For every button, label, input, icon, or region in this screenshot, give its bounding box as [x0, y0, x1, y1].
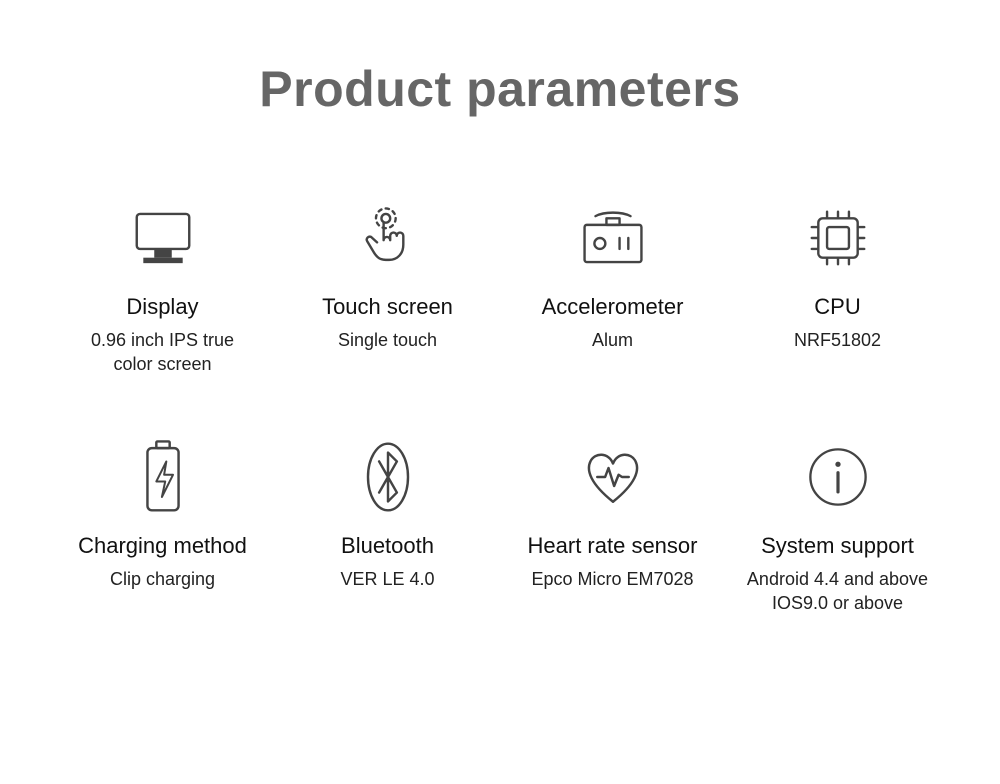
spec-item-display: Display 0.96 inch IPS true color screen: [60, 198, 265, 377]
touch-icon: [353, 198, 423, 278]
product-parameters-panel: Product parameters Display 0.96 inch IPS…: [0, 0, 1000, 784]
spec-value: NRF51802: [794, 328, 881, 352]
accelerometer-icon: [573, 198, 653, 278]
bluetooth-icon: [358, 437, 418, 517]
spec-label: CPU: [814, 294, 860, 320]
spec-item-charging: Charging method Clip charging: [60, 437, 265, 616]
spec-label: System support: [761, 533, 914, 559]
spec-value: VER LE 4.0: [340, 567, 434, 591]
spec-value: Alum: [592, 328, 633, 352]
spec-label: Accelerometer: [542, 294, 684, 320]
spec-value: Epco Micro EM7028: [531, 567, 693, 591]
spec-value: Android 4.4 and above IOS9.0 or above: [747, 567, 928, 616]
cpu-icon: [803, 198, 873, 278]
spec-item-bluetooth: Bluetooth VER LE 4.0: [285, 437, 490, 616]
spec-label: Charging method: [78, 533, 247, 559]
spec-label: Bluetooth: [341, 533, 434, 559]
info-icon: [804, 437, 872, 517]
spec-value: Single touch: [338, 328, 437, 352]
spec-item-heart: Heart rate sensor Epco Micro EM7028: [510, 437, 715, 616]
spec-item-system: System support Android 4.4 and above IOS…: [735, 437, 940, 616]
spec-item-touch: Touch screen Single touch: [285, 198, 490, 377]
spec-label: Touch screen: [322, 294, 453, 320]
spec-grid: Display 0.96 inch IPS true color screen …: [60, 198, 940, 615]
spec-item-cpu: CPU NRF51802: [735, 198, 940, 377]
spec-value: Clip charging: [110, 567, 215, 591]
battery-icon: [133, 437, 193, 517]
page-title: Product parameters: [60, 60, 940, 118]
spec-value: 0.96 inch IPS true color screen: [91, 328, 234, 377]
spec-label: Heart rate sensor: [528, 533, 698, 559]
spec-item-accelerometer: Accelerometer Alum: [510, 198, 715, 377]
spec-label: Display: [126, 294, 198, 320]
display-icon: [128, 198, 198, 278]
heart-icon: [577, 437, 649, 517]
